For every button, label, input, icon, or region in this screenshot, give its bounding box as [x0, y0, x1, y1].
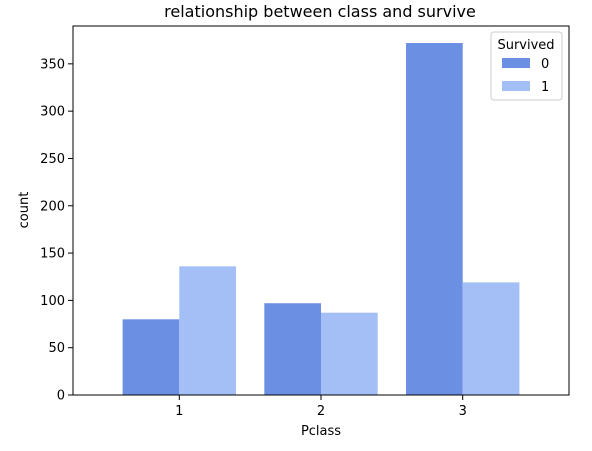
y-tick-label: 300: [40, 105, 65, 120]
bars-group: [122, 43, 520, 396]
y-tick-label: 200: [40, 199, 65, 214]
plot-frame: [72, 25, 570, 396]
x-tick-label: 3: [459, 404, 467, 419]
legend-swatch-1: [502, 81, 530, 91]
x-axis: 1 2 3: [175, 395, 467, 419]
y-tick-label: 350: [40, 57, 65, 72]
x-tick-label: 1: [175, 404, 183, 419]
y-axis-label: count: [17, 192, 32, 229]
chart-title: relationship between class and survive: [164, 2, 476, 21]
x-tick-label: 2: [317, 404, 325, 419]
y-tick-label: 50: [48, 341, 65, 356]
bar-class-2-survived-1: [321, 312, 378, 395]
y-tick-label: 150: [40, 247, 65, 262]
y-tick-label: 100: [40, 294, 65, 309]
bar-class-3-survived-1: [462, 282, 520, 395]
y-axis: 0 50 100 150 200 250 300 350: [40, 57, 73, 404]
x-axis-label: Pclass: [301, 424, 341, 439]
legend: Survived 0 1: [490, 31, 563, 101]
legend-label-0: 0: [541, 57, 549, 72]
bar-class-3-survived-0: [406, 43, 463, 396]
legend-title: Survived: [497, 38, 554, 53]
y-tick-label: 0: [57, 389, 65, 404]
bar-class-1-survived-1: [179, 266, 236, 395]
legend-swatch-0: [502, 58, 530, 68]
legend-label-1: 1: [541, 80, 549, 95]
bar-class-2-survived-0: [264, 303, 321, 395]
y-tick-label: 250: [40, 152, 65, 167]
bar-class-1-survived-0: [122, 319, 180, 395]
